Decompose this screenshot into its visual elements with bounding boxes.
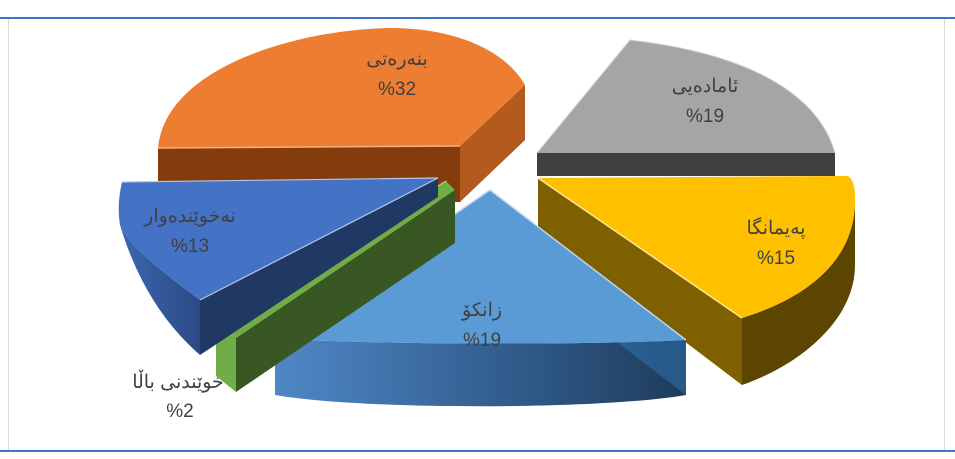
label-amadeyi-value: %19 <box>686 106 724 127</box>
label-amadeyi-name: ئامادەیی <box>672 76 739 97</box>
label-nakhwendawar-name: نەخوێندەوار <box>143 206 236 227</box>
chart-frame-left-border <box>8 19 9 450</box>
chart-frame-bottom-border <box>0 450 955 452</box>
label-bnareti-value: %32 <box>378 79 416 100</box>
label-zanko-name: زانکۆ <box>461 300 502 321</box>
pie-slice-zanko <box>274 189 687 407</box>
pie-slice-amadeyi <box>536 39 836 176</box>
label-nakhwendawar-value: %13 <box>171 236 209 257</box>
label-bnareti-name: بنەرەتی <box>366 49 427 70</box>
chart-frame-right-border <box>944 19 945 450</box>
label-zanko-value: %19 <box>463 330 501 351</box>
label-khwendni-bala-name: خوێندنی باڵا <box>132 369 224 393</box>
chart-frame-top-border <box>0 17 955 19</box>
label-peymanga-name: پەیمانگا <box>746 216 805 239</box>
pie-slice-peymanga <box>537 176 855 385</box>
label-peymanga-value: %15 <box>757 248 795 269</box>
label-khwendni-bala-value: %2 <box>166 401 193 422</box>
pie-slice-nakhwendawar <box>118 177 439 355</box>
pie-slice-bnareti <box>157 28 525 205</box>
